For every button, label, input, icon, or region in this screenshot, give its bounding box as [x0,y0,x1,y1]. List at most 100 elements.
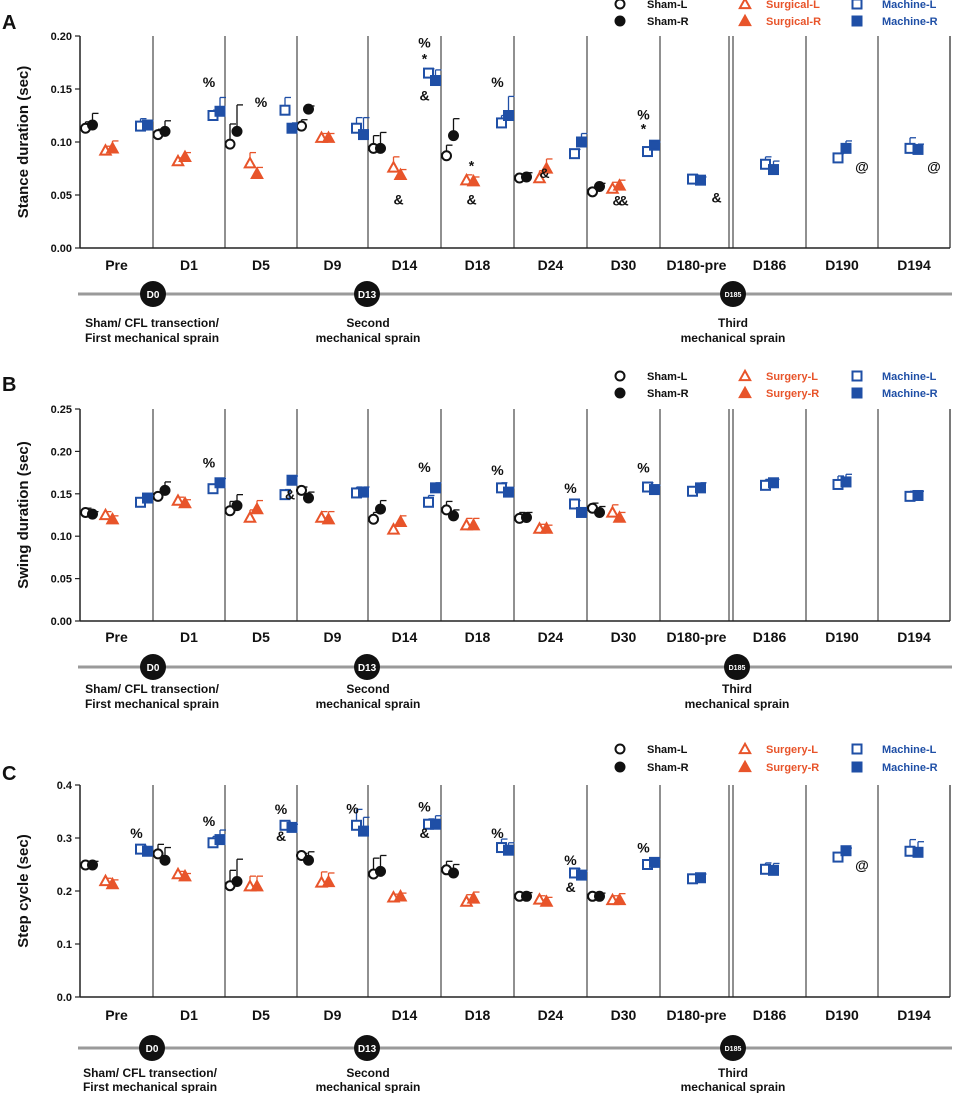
legend-label: Surgery-R [766,762,819,774]
x-tick-label: D30 [611,1007,637,1023]
data-point [612,892,627,906]
data-point [832,851,844,863]
data-point [576,869,587,881]
significance-annotation: & [612,193,622,209]
significance-annotation: * [469,158,475,174]
significance-annotation: & [565,879,575,895]
legend-label: Surgery-R [766,388,819,400]
timeline-marker-d0 [140,281,166,307]
data-point [912,143,924,155]
timeline-badge-d185: D185 [725,1046,742,1053]
x-tick-label: Pre [105,257,128,273]
legend-marker [614,761,626,773]
x-tick-label: D1 [180,257,198,273]
legend-marker [851,15,863,27]
significance-annotation: % [637,460,650,476]
timeline-b: D0 D13 D185 Sham/ CFL transection/ First… [78,654,952,711]
significance-annotation: & [618,193,628,209]
significance-annotation: @ [855,857,869,873]
x-tick-label: D190 [825,257,859,273]
data-point [832,152,844,164]
timeline-label-d185-line1: Third [718,1066,748,1080]
x-tick-label: D190 [825,1007,859,1023]
data-point [430,482,441,494]
data-point [503,844,514,856]
y-tick-label: 0.10 [51,137,72,149]
timeline-marker-d13 [354,281,380,307]
data-point [503,110,514,121]
data-point [358,825,369,837]
data-point [441,150,452,162]
y-tick-label: 0.0 [57,992,72,1004]
significance-annotation: & [393,192,403,208]
data-point [768,864,779,876]
timeline-label-d185-line2: mechanical sprain [681,1080,786,1093]
timeline-label-d185-line2: mechanical sprain [685,697,790,711]
x-tick-label: D18 [465,257,491,273]
timeline-label-d0-line1: Sham/ CFL transection/ [85,682,219,696]
data-point [539,521,554,534]
significance-annotation: @ [927,159,941,175]
data-point [375,503,386,515]
y-axis-label: Swing duration (sec) [15,441,32,589]
x-tick-label: D180-pre [667,629,727,645]
data-point [279,489,291,501]
significance-annotation: % [203,455,216,471]
data-point [539,894,554,907]
data-point [105,511,120,525]
data-point [386,522,401,535]
timeline-label-d13-line2: mechanical sprain [316,331,421,345]
data-point [768,477,779,489]
significance-annotation: * [641,121,647,137]
significance-annotation: & [466,192,476,208]
data-point [279,104,291,116]
x-tick-label: D1 [180,629,198,645]
data-point [98,507,113,521]
data-point [303,103,314,115]
x-tick-label: D186 [753,1007,787,1023]
significance-annotation: % [491,462,504,478]
timeline-label-d13-line1: Second [346,682,389,696]
timeline-badge-d0: D0 [146,1044,159,1055]
data-point [296,120,307,132]
data-point [152,848,164,860]
x-tick-label: D190 [825,629,859,645]
data-point [430,818,441,830]
x-tick-label: D14 [392,1007,418,1023]
data-point [314,510,329,523]
x-tick-label: D9 [324,257,342,273]
timeline-label-d0-line2: First mechanical sprain [85,697,219,711]
x-tick-label: D186 [753,629,787,645]
data-point [87,119,98,131]
panel-letter-a: A [2,12,16,34]
data-point [466,173,481,187]
data-point [207,483,219,495]
data-point [375,142,386,154]
legend-marker [614,743,626,755]
timeline-badge-d185: D185 [725,292,742,299]
panel-letter-c: C [2,763,16,785]
data-point [594,890,605,902]
significance-annotation: & [285,487,295,503]
legend-label: Machine-L [882,371,937,383]
x-tick-label: D180-pre [667,1007,727,1023]
legend-marker [738,0,752,10]
x-tick-label: D14 [392,629,418,645]
legend-marker [738,368,752,382]
data-point [521,512,532,524]
legend-label: Machine-L [882,0,937,11]
timeline-badge-d13: D13 [358,1044,377,1055]
panel-letter-b: B [2,374,16,396]
legend-marker [851,387,863,399]
data-point [159,854,171,866]
timeline-marker-d185 [720,281,746,307]
significance-annotation: % [637,107,650,123]
data-point [286,122,298,134]
data-point [224,138,236,150]
data-point [303,492,314,504]
x-tick-label: D5 [252,257,270,273]
significance-annotation: % [564,852,577,868]
data-point [393,167,408,181]
data-point [576,506,587,518]
y-tick-label: 0.20 [51,446,72,458]
